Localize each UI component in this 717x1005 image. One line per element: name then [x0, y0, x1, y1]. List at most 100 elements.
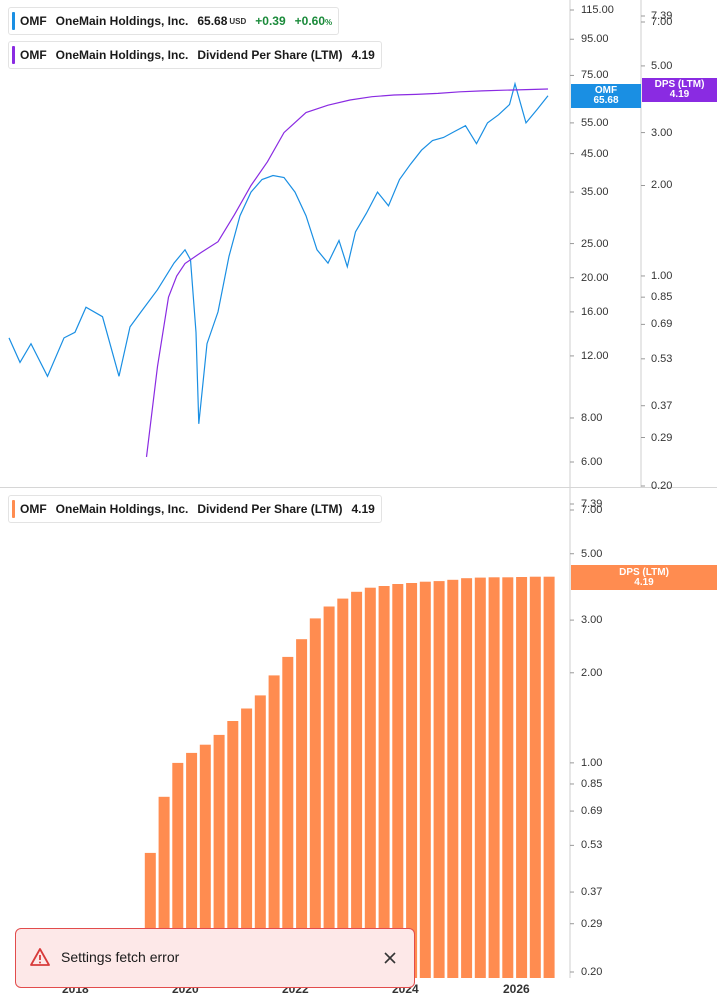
legend-metric: Dividend Per Share (LTM): [197, 48, 343, 62]
dps-bar[interactable]: [337, 598, 349, 978]
price-tick-label: 8.00: [581, 411, 603, 424]
price-badge: OMF 65.68: [571, 84, 641, 108]
dps-bar[interactable]: [543, 576, 555, 978]
dps-bar[interactable]: [529, 576, 541, 978]
close-icon[interactable]: [380, 948, 400, 968]
dps-bar[interactable]: [172, 762, 184, 978]
dps-bar[interactable]: [186, 752, 198, 978]
dps-tick-label: 1.00: [651, 269, 673, 282]
dps-bar[interactable]: [268, 675, 280, 978]
dps-bar-legend-swatch: [12, 500, 15, 518]
price-tick-label: 75.00: [581, 69, 609, 82]
legend-metric: Dividend Per Share (LTM): [197, 502, 343, 516]
price-tick-label: 115.00: [581, 4, 614, 16]
legend-price: 65.68: [197, 14, 228, 28]
price-tick-label: 16.00: [581, 305, 609, 318]
dps-bar[interactable]: [364, 587, 376, 978]
bar-tick-label: 2.00: [581, 666, 603, 679]
dps-bar[interactable]: [419, 581, 431, 978]
dps-bar[interactable]: [433, 581, 445, 978]
dps-tick-label: 5.00: [651, 59, 673, 72]
dps-tick-label: 3.00: [651, 126, 673, 139]
dps-bar[interactable]: [447, 579, 459, 978]
panel-divider[interactable]: [0, 487, 717, 488]
dps-bar[interactable]: [309, 618, 321, 978]
dps-tick-label: 2.00: [651, 179, 673, 192]
price-tick-label: 20.00: [581, 271, 609, 284]
bar-tick-label: 0.20: [581, 966, 603, 978]
price-tick-label: 12.00: [581, 349, 609, 362]
price-tick-label: 25.00: [581, 237, 609, 250]
dps-tick-label: 7.00: [651, 16, 673, 28]
toast-message: Settings fetch error: [61, 949, 180, 965]
dps-bar[interactable]: [516, 577, 528, 978]
legend-company: OneMain Holdings, Inc.: [55, 48, 189, 62]
dps-badge-top: DPS (LTM) 4.19: [642, 78, 717, 102]
price-legend-swatch: [12, 12, 15, 30]
dps-bar[interactable]: [227, 721, 239, 978]
bar-tick-label: 0.85: [581, 777, 603, 790]
bar-tick-label: 1.00: [581, 756, 603, 769]
dps-legend-swatch: [12, 46, 15, 64]
bar-tick-label: 3.00: [581, 614, 603, 627]
price-badge-value: 65.68: [593, 95, 619, 106]
dps-legend-top[interactable]: OMF OneMain Holdings, Inc. Dividend Per …: [8, 41, 382, 69]
dps-bar[interactable]: [296, 639, 308, 978]
dps-bar[interactable]: [488, 577, 500, 978]
legend-company: OneMain Holdings, Inc.: [55, 502, 189, 516]
price-tick-label: 45.00: [581, 147, 609, 160]
legend-currency: USD: [229, 16, 247, 26]
dps-bar[interactable]: [351, 591, 363, 978]
dps-bar[interactable]: [461, 578, 473, 978]
dps-bar[interactable]: [199, 744, 211, 978]
dps-bar-badge-label: DPS (LTM): [619, 567, 669, 578]
bar-tick-label: 0.69: [581, 805, 603, 818]
bar-tick-label: 0.53: [581, 839, 603, 852]
bar-tick-label: 7.39: [581, 498, 603, 510]
dps-series-line[interactable]: [145, 88, 549, 457]
legend-change-pct: +0.60%: [294, 14, 333, 28]
price-chart[interactable]: [0, 0, 717, 488]
dps-legend-bottom[interactable]: OMF OneMain Holdings, Inc. Dividend Per …: [8, 495, 382, 523]
dps-bar[interactable]: [241, 708, 253, 979]
legend-ticker: OMF: [20, 502, 47, 516]
x-axis-label: 2026: [503, 982, 530, 996]
legend-company: OneMain Holdings, Inc.: [55, 14, 189, 28]
dps-tick-label: 0.85: [651, 291, 673, 304]
price-tick-label: 35.00: [581, 186, 609, 199]
dps-tick-label: 0.37: [651, 399, 673, 412]
dps-tick-label: 0.53: [651, 352, 673, 365]
bar-tick-label: 5.00: [581, 547, 603, 560]
price-tick-label: 55.00: [581, 116, 609, 129]
price-tick-label: 95.00: [581, 33, 609, 46]
dps-bar[interactable]: [378, 586, 390, 978]
dps-badge-label: DPS (LTM): [654, 79, 705, 90]
dps-bar[interactable]: [282, 656, 294, 978]
legend-change: +0.39: [255, 14, 286, 28]
dps-bar[interactable]: [158, 796, 170, 978]
dps-bar[interactable]: [144, 852, 156, 978]
dps-bar[interactable]: [502, 577, 514, 978]
dps-bar-chart[interactable]: [0, 488, 717, 978]
error-toast: Settings fetch error: [15, 928, 415, 988]
legend-value: 4.19: [351, 48, 375, 62]
dps-bar[interactable]: [474, 577, 486, 978]
dps-tick-label: 0.69: [651, 318, 673, 331]
legend-value: 4.19: [351, 502, 375, 516]
dps-tick-label: 0.29: [651, 431, 673, 444]
dps-bar[interactable]: [323, 606, 335, 979]
price-legend[interactable]: OMF OneMain Holdings, Inc. 65.68 USD +0.…: [8, 7, 340, 35]
dps-bar[interactable]: [254, 695, 266, 978]
legend-ticker: OMF: [20, 14, 47, 28]
dps-bar[interactable]: [392, 584, 404, 978]
dps-bar[interactable]: [406, 583, 418, 978]
dps-bar[interactable]: [213, 734, 225, 978]
warning-icon: [30, 948, 50, 971]
dps-bar-badge-value: 4.19: [634, 577, 654, 588]
price-series-line[interactable]: [8, 81, 549, 424]
price-badge-label: OMF: [594, 85, 618, 96]
dps-badge-value: 4.19: [669, 89, 690, 100]
price-tick-label: 6.00: [581, 456, 603, 468]
bar-tick-label: 0.37: [581, 886, 603, 899]
legend-ticker: OMF: [20, 48, 47, 62]
